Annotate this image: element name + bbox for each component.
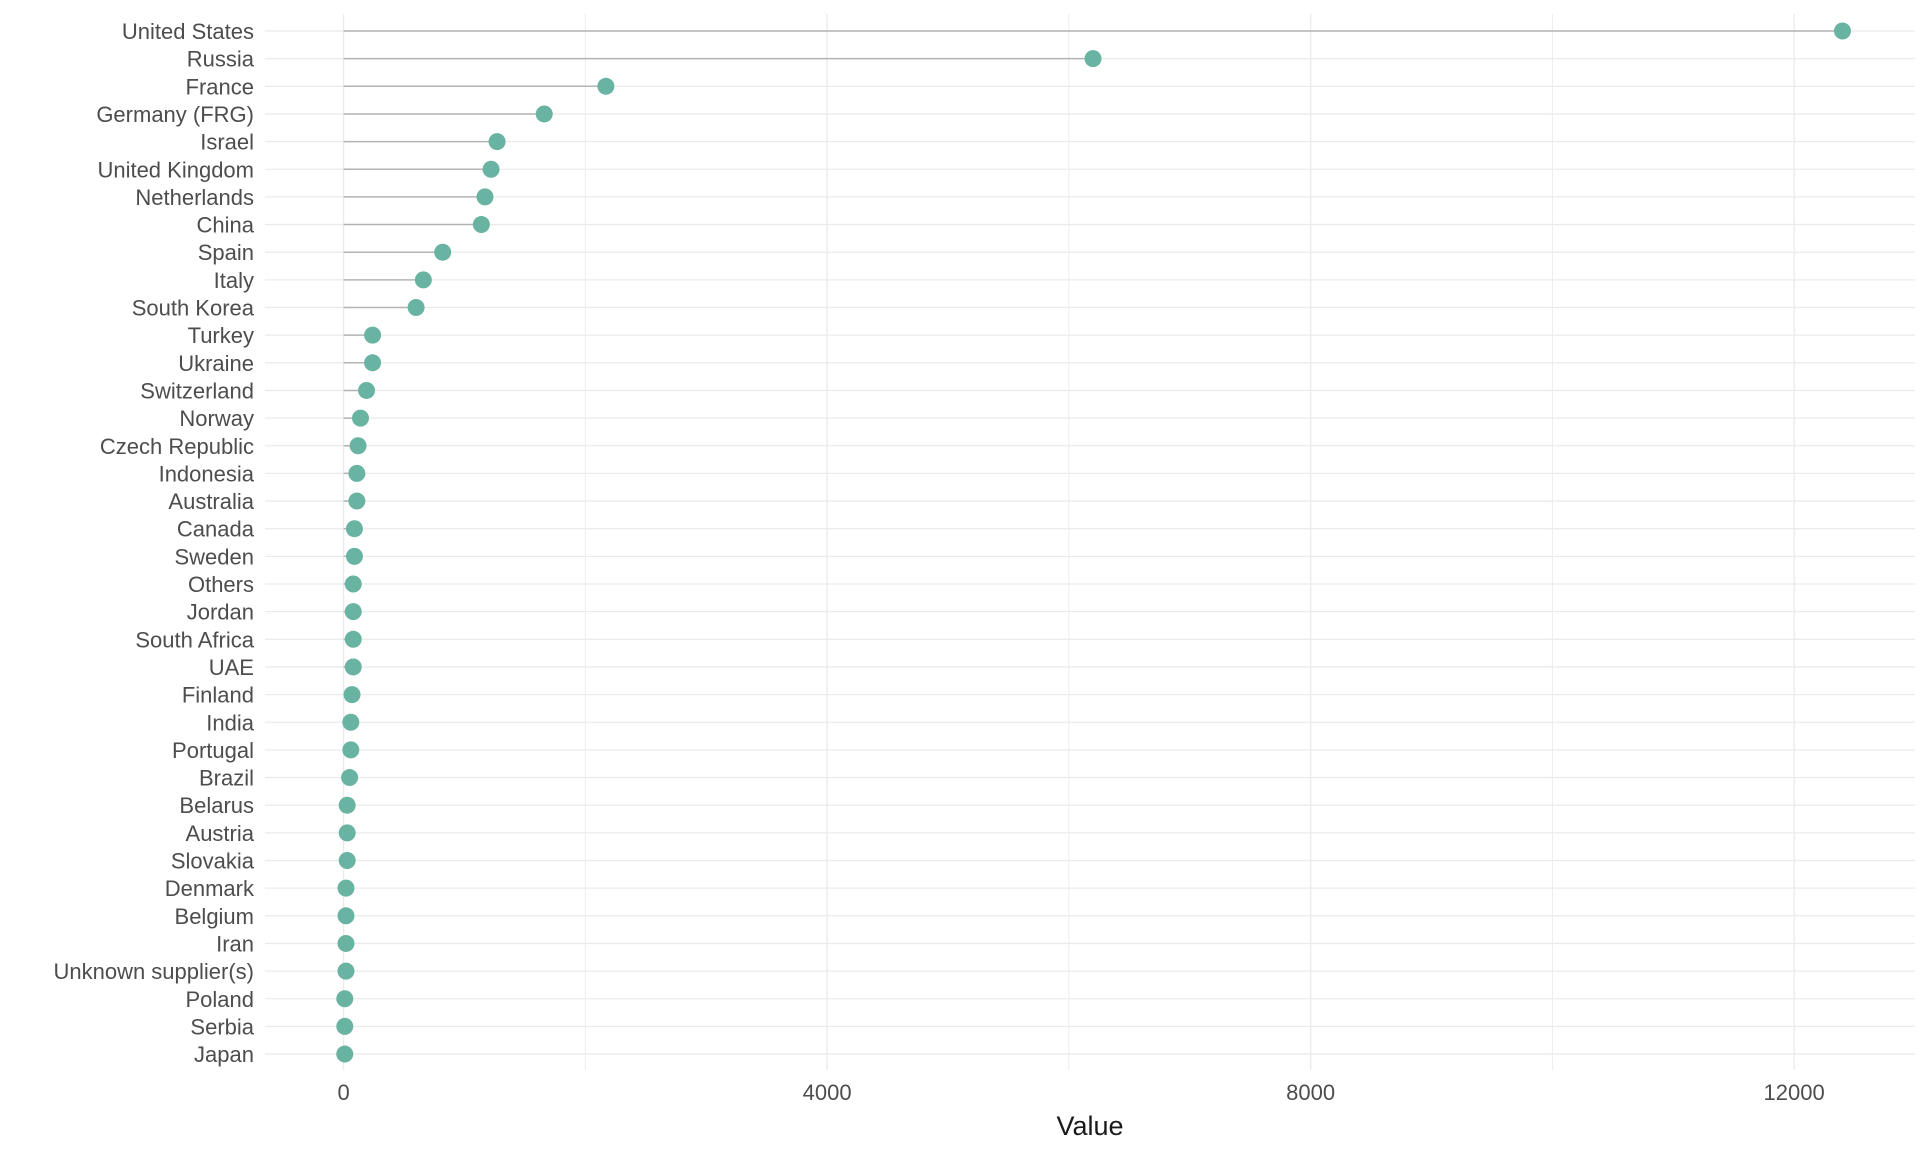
data-point <box>338 796 356 814</box>
category-label: Netherlands <box>135 185 254 210</box>
data-point <box>336 990 354 1008</box>
data-point <box>358 381 376 399</box>
category-label: South Africa <box>135 627 254 652</box>
category-label: Canada <box>177 517 255 542</box>
category-label: Japan <box>194 1042 254 1067</box>
category-label: United Kingdom <box>97 157 254 182</box>
data-point <box>414 271 432 289</box>
data-point <box>336 1045 354 1063</box>
category-label: Australia <box>168 489 254 514</box>
category-label: Belgium <box>175 904 254 929</box>
data-point <box>344 658 362 676</box>
category-label: Iran <box>216 931 254 956</box>
data-point <box>337 962 355 980</box>
category-label: Unknown supplier(s) <box>53 959 254 984</box>
category-label: Portugal <box>172 738 254 763</box>
data-point <box>337 879 355 897</box>
category-label: Spain <box>198 240 254 265</box>
category-label: Slovakia <box>171 849 255 874</box>
grid <box>265 14 1915 1070</box>
category-label: Belarus <box>179 793 254 818</box>
stems <box>343 30 1843 1055</box>
data-point <box>336 1017 354 1035</box>
data-point <box>535 105 553 123</box>
data-point <box>344 603 362 621</box>
data-point <box>1833 22 1851 40</box>
category-label: Finland <box>182 683 254 708</box>
data-point <box>472 216 490 234</box>
data-point <box>342 741 360 759</box>
x-axis-title: Value <box>1056 1111 1123 1141</box>
data-point <box>338 824 356 842</box>
category-label: United States <box>122 19 254 44</box>
data-point <box>337 934 355 952</box>
category-label: Italy <box>214 268 254 293</box>
data-point <box>345 520 363 538</box>
x-tick-label: 8000 <box>1286 1080 1335 1105</box>
category-label: Serbia <box>190 1014 254 1039</box>
data-point <box>341 769 359 787</box>
data-point <box>338 852 356 869</box>
category-label: Switzerland <box>140 378 254 403</box>
data-point <box>344 575 362 593</box>
category-label: UAE <box>209 655 254 680</box>
data-point <box>344 630 362 648</box>
data-point <box>476 188 494 206</box>
category-label: Ukraine <box>178 351 254 376</box>
data-point <box>488 133 506 151</box>
x-tick-label: 0 <box>337 1080 349 1105</box>
data-point <box>434 243 452 261</box>
data-point <box>342 713 360 731</box>
data-point <box>349 437 367 455</box>
x-tick-label: 12000 <box>1764 1080 1825 1105</box>
data-point <box>343 686 361 704</box>
category-label: Norway <box>179 406 254 431</box>
category-label: Russia <box>187 47 255 72</box>
data-point <box>337 907 355 925</box>
category-label: South Korea <box>132 296 255 321</box>
category-label: Others <box>188 572 254 597</box>
category-label: Turkey <box>188 323 254 348</box>
x-tick-label: 4000 <box>803 1080 852 1105</box>
category-label: China <box>197 213 255 238</box>
category-label: Indonesia <box>159 461 255 486</box>
data-point <box>407 299 425 316</box>
data-point <box>364 354 382 372</box>
data-point <box>482 160 500 178</box>
category-label: Poland <box>185 987 254 1012</box>
category-label: France <box>186 74 254 99</box>
data-point <box>351 409 369 427</box>
data-point <box>597 77 615 95</box>
category-label: Sweden <box>174 544 254 569</box>
data-point <box>348 464 366 482</box>
category-label: Austria <box>186 821 255 846</box>
data-point <box>348 492 366 510</box>
x-axis-ticks: 0 4000 8000 12000 <box>337 1080 1824 1105</box>
category-label: Israel <box>200 130 254 155</box>
category-label: Germany (FRG) <box>96 102 254 127</box>
points <box>336 22 1851 1063</box>
category-label: India <box>206 710 254 735</box>
category-label: Brazil <box>199 766 254 791</box>
category-label: Czech Republic <box>100 434 254 459</box>
data-point <box>1084 50 1102 68</box>
category-label: Jordan <box>187 600 254 625</box>
category-label: Denmark <box>165 876 255 901</box>
data-point <box>364 326 382 344</box>
data-point <box>345 547 363 565</box>
